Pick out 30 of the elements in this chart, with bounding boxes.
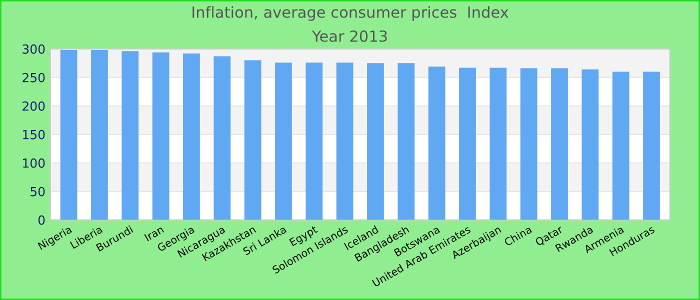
bar bbox=[367, 63, 384, 220]
bar bbox=[183, 53, 200, 220]
y-tick-label: 200 bbox=[22, 101, 45, 111]
bar bbox=[490, 68, 507, 220]
bar bbox=[152, 52, 170, 220]
bar bbox=[582, 69, 599, 220]
y-tick-label: 50 bbox=[30, 186, 45, 196]
y-tick-label: 100 bbox=[23, 158, 45, 168]
bar bbox=[122, 51, 139, 220]
x-tick-label: China bbox=[504, 225, 532, 246]
bar bbox=[214, 56, 231, 220]
bar bbox=[336, 62, 354, 220]
bar bbox=[91, 50, 108, 220]
bar bbox=[428, 66, 446, 220]
bar bbox=[551, 68, 568, 220]
bar bbox=[612, 72, 630, 220]
chart-title: Inflation, average consumer prices Index bbox=[192, 6, 508, 21]
bar bbox=[306, 62, 323, 220]
bar bbox=[398, 63, 415, 220]
y-tick-label: 300 bbox=[22, 44, 45, 54]
y-tick-label: 150 bbox=[23, 130, 45, 140]
bar bbox=[60, 50, 78, 220]
bar bbox=[459, 68, 476, 220]
bar bbox=[643, 72, 660, 220]
y-tick-label: 0 bbox=[38, 215, 45, 225]
bar bbox=[275, 62, 292, 220]
bar bbox=[520, 68, 538, 220]
bar bbox=[244, 60, 262, 220]
y-tick-label: 250 bbox=[22, 72, 45, 82]
chart-subtitle: Year 2013 bbox=[312, 30, 387, 42]
